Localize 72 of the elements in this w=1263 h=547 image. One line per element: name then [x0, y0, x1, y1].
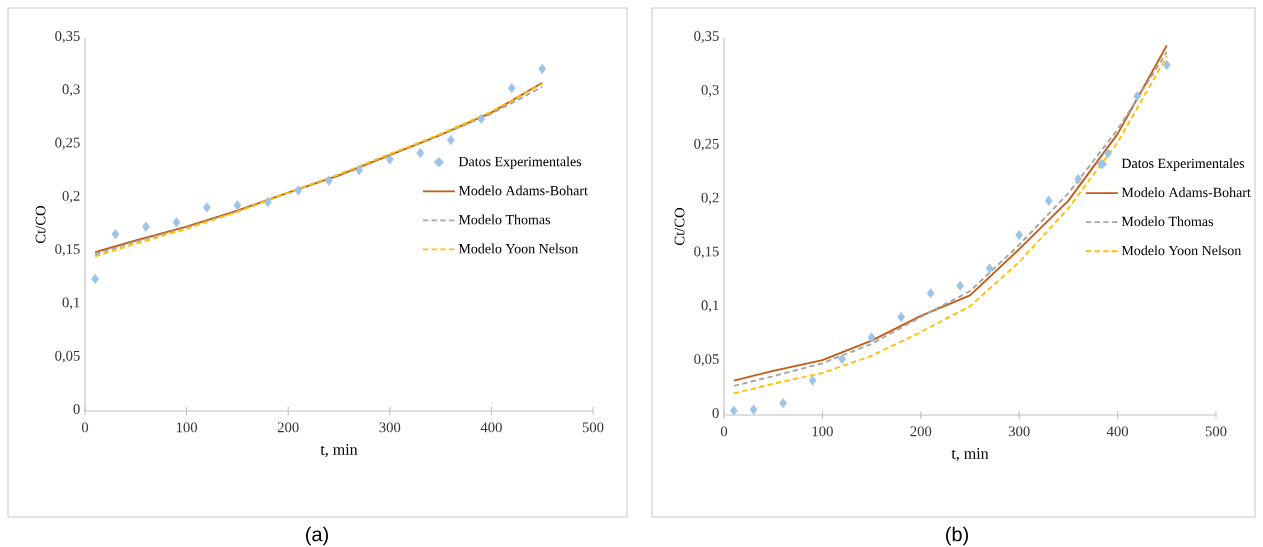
legend-label: Datos Experimentales: [458, 156, 582, 170]
point: [507, 83, 516, 94]
point: [538, 63, 547, 74]
point: [729, 405, 738, 416]
x-tick-label: 0: [81, 422, 89, 433]
y-tick-label: 0,2: [62, 190, 80, 203]
point: [956, 280, 965, 291]
text: (a): [306, 526, 328, 546]
point: [1133, 91, 1142, 102]
y-tick-label: 0,35: [694, 31, 719, 44]
legend-label: Datos Experimentales: [1121, 158, 1245, 171]
point: [985, 263, 994, 274]
y-tick-label: 0,25: [694, 138, 719, 151]
legend-label: Modelo Adams-Bohart: [458, 185, 588, 196]
legend-label: Modelo Thomas: [458, 214, 551, 225]
x-tick-label: 400: [480, 422, 502, 433]
y-axis-title: Ct/CO: [35, 205, 46, 244]
y-tick-label: 0,3: [62, 84, 80, 97]
point: [91, 273, 100, 284]
point: [294, 185, 303, 196]
point: [779, 398, 787, 409]
y-tick-label: 0: [73, 404, 80, 414]
x-tick-label: 500: [1205, 426, 1227, 437]
point: [749, 404, 758, 415]
point: [446, 135, 455, 146]
point: [926, 288, 935, 299]
point: [264, 197, 272, 208]
x-tick-label: 300: [1008, 426, 1030, 437]
point: [416, 148, 425, 159]
x-tick-label: 100: [176, 422, 198, 433]
point: [355, 165, 364, 176]
point: [111, 229, 120, 240]
y-axis-title: Ct/CO: [674, 207, 685, 246]
point: [172, 217, 181, 228]
y-tick-label: 0: [712, 408, 719, 418]
x-tick-label: 500: [582, 422, 604, 433]
y-tick-label: 0,15: [55, 244, 80, 257]
y-tick-label: 0,1: [701, 300, 719, 313]
point: [1162, 59, 1171, 70]
legend-label: Modelo Yoon Nelson: [458, 243, 579, 254]
y-tick-label: 0,3: [701, 84, 719, 97]
y-tick-label: 0,15: [694, 246, 719, 259]
point: [1103, 148, 1112, 159]
x-tick-label: 100: [812, 426, 833, 437]
point: [1015, 230, 1024, 241]
x-tick-label: 200: [910, 426, 932, 437]
legend-label: Modelo Adams-Bohart: [1121, 187, 1251, 198]
y-tick-label: 0,25: [55, 137, 80, 150]
y-tick-label: 0,1: [62, 297, 80, 310]
x-tick-label: 400: [1106, 426, 1129, 437]
point: [1044, 195, 1053, 206]
x-axis-title: t, min: [320, 444, 358, 458]
y-tick-label: 0,35: [55, 31, 80, 44]
point: [233, 200, 242, 211]
y-tick-label: 0,2: [701, 192, 719, 205]
y-tick-label: 0,05: [694, 354, 719, 367]
x-tick-label: 300: [379, 422, 401, 433]
x-axis-title: t, min: [951, 448, 989, 462]
text: (b): [946, 526, 968, 546]
y-tick-label: 0,05: [55, 350, 80, 363]
point: [385, 154, 394, 165]
point: [867, 332, 876, 343]
x-tick-label: 200: [277, 422, 299, 433]
legend-label: Modelo Yoon Nelson: [1121, 245, 1242, 256]
point: [477, 113, 486, 125]
legend-label: Modelo Thomas: [1121, 216, 1214, 227]
point: [142, 221, 150, 232]
point: [203, 202, 211, 213]
point: [324, 175, 333, 186]
x-tick-label: 0: [720, 426, 728, 437]
point: [1074, 174, 1083, 185]
point: [808, 375, 817, 386]
